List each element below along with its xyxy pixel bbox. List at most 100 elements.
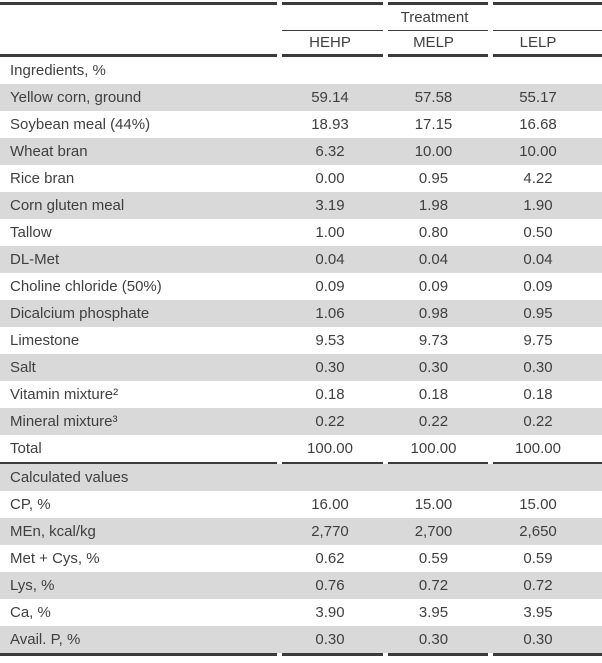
row-label: Tallow: [10, 223, 52, 241]
section-header-ingredients: Ingredients, %: [0, 57, 602, 84]
row-label: MEn, kcal/kg: [10, 523, 96, 540]
table-row-dl-met: DL-Met 0.04 0.04 0.04: [0, 245, 602, 273]
row-label: Vitamin mixture²: [10, 385, 119, 403]
table-row-wheat-bran: Wheat bran 6.32 10.00 10.00: [0, 137, 602, 165]
row-label: Wheat bran: [10, 142, 88, 160]
table-row-yellow-corn: Yellow corn, ground 59.14 57.58 55.17: [0, 83, 602, 111]
table-row-met-cys: Met + Cys, % 0.62 0.59 0.59: [0, 545, 602, 572]
value-melp: 3.95: [418, 604, 449, 621]
row-label: Rice bran: [10, 169, 75, 187]
value-lelp: 100.00: [515, 439, 561, 457]
value-melp: 15.00: [414, 496, 453, 513]
value-melp: 0.72: [418, 577, 449, 594]
value-melp: 9.73: [418, 331, 449, 349]
value-melp: 0.04: [418, 250, 449, 268]
row-label: Choline chloride (50%): [10, 277, 162, 295]
value-lelp: 15.00: [519, 496, 557, 513]
value-hehp: 2,770: [311, 523, 349, 540]
value-melp: 0.18: [418, 385, 449, 403]
value-hehp: 0.18: [315, 385, 345, 403]
value-lelp: 0.22: [523, 412, 553, 430]
row-label: Corn gluten meal: [10, 196, 125, 214]
table-row-mineral-mixture: Mineral mixture³ 0.22 0.22 0.22: [0, 407, 602, 435]
column-header-lelp: LELP: [519, 34, 557, 51]
row-label: Mineral mixture³: [10, 412, 118, 430]
value-melp: 10.00: [414, 142, 453, 160]
value-melp: 0.30: [418, 358, 449, 376]
column-header-hehp: HEHP: [309, 34, 351, 51]
top-rule: [0, 2, 602, 5]
table-row-corn-gluten-meal: Corn gluten meal 3.19 1.98 1.90: [0, 191, 602, 219]
row-label: Met + Cys, %: [10, 550, 100, 567]
table-row-choline-chloride: Choline chloride (50%) 0.09 0.09 0.09: [0, 273, 602, 300]
value-lelp: 0.09: [523, 277, 553, 295]
value-hehp: 0.30: [315, 358, 345, 376]
total-separator-rule: [0, 461, 602, 464]
row-label: Limestone: [10, 331, 80, 349]
value-melp: 17.15: [414, 115, 453, 133]
treatment-group-header-row: Treatment: [0, 5, 602, 30]
header-bottom-rule: [0, 54, 602, 57]
table-row-soybean-meal: Soybean meal (44%) 18.93 17.15 16.68: [0, 111, 602, 138]
column-header-melp: MELP: [413, 34, 454, 51]
row-label: CP, %: [10, 496, 51, 513]
value-hehp: 1.00: [315, 223, 345, 241]
value-hehp: 1.06: [315, 304, 345, 322]
value-melp: 0.95: [418, 169, 449, 187]
value-lelp: 1.90: [523, 196, 553, 214]
row-label: Ca, %: [10, 604, 51, 621]
value-melp: 0.98: [418, 304, 449, 322]
value-lelp: 0.95: [523, 304, 553, 322]
value-hehp: 0.62: [315, 550, 345, 567]
value-lelp: 0.50: [523, 223, 553, 241]
table-row-rice-bran: Rice bran 0.00 0.95 4.22: [0, 165, 602, 192]
section-label: Ingredients, %: [10, 61, 106, 79]
value-lelp: 9.75: [523, 331, 553, 349]
table-row-vitamin-mixture: Vitamin mixture² 0.18 0.18 0.18: [0, 381, 602, 408]
row-label: Total: [10, 439, 42, 457]
table-row-tallow: Tallow 1.00 0.80 0.50: [0, 219, 602, 246]
value-hehp: 100.00: [307, 439, 353, 457]
value-lelp: 0.30: [523, 631, 553, 648]
value-hehp: 0.76: [315, 577, 345, 594]
value-melp: 0.30: [418, 631, 449, 648]
bottom-rule: [0, 653, 602, 656]
value-lelp: 0.18: [523, 385, 553, 403]
value-melp: 0.22: [418, 412, 449, 430]
table-row-avail-p: Avail. P, % 0.30 0.30 0.30: [0, 626, 602, 653]
value-melp: 100.00: [410, 439, 457, 457]
value-hehp: 0.00: [315, 169, 345, 187]
value-hehp: 18.93: [311, 115, 349, 133]
value-hehp: 16.00: [311, 496, 349, 513]
value-lelp: 0.72: [523, 577, 553, 594]
value-lelp: 4.22: [523, 169, 553, 187]
value-lelp: 16.68: [519, 115, 557, 133]
treatment-underline-rule: [0, 29, 602, 31]
value-hehp: 3.19: [315, 196, 345, 214]
value-melp: 2,700: [414, 523, 453, 540]
column-header-row: HEHP MELP LELP: [0, 31, 602, 54]
value-hehp: 3.90: [315, 604, 345, 621]
value-lelp: 0.04: [523, 250, 553, 268]
section-label: Calculated values: [10, 469, 129, 486]
table-row-cp: CP, % 16.00 15.00 15.00: [0, 491, 602, 518]
value-lelp: 55.17: [519, 88, 557, 106]
value-melp: 1.98: [418, 196, 449, 214]
value-hehp: 0.04: [315, 250, 345, 268]
table-row-dicalcium-phosphate: Dicalcium phosphate 1.06 0.98 0.95: [0, 299, 602, 327]
table-row-limestone: Limestone 9.53 9.73 9.75: [0, 327, 602, 354]
value-lelp: 3.95: [523, 604, 553, 621]
value-hehp: 6.32: [315, 142, 345, 160]
table-row-salt: Salt 0.30 0.30 0.30: [0, 353, 602, 381]
row-label: Yellow corn, ground: [10, 88, 142, 106]
section-header-calculated-values: Calculated values: [0, 464, 602, 491]
row-label: Dicalcium phosphate: [10, 304, 150, 322]
row-label: Salt: [10, 358, 36, 376]
treatment-group-label: Treatment: [400, 8, 469, 26]
value-hehp: 0.30: [315, 631, 345, 648]
value-lelp: 0.30: [523, 358, 553, 376]
row-label: Avail. P, %: [10, 631, 81, 648]
table-row-ca: Ca, % 3.90 3.95 3.95: [0, 599, 602, 626]
value-lelp: 10.00: [519, 142, 557, 160]
